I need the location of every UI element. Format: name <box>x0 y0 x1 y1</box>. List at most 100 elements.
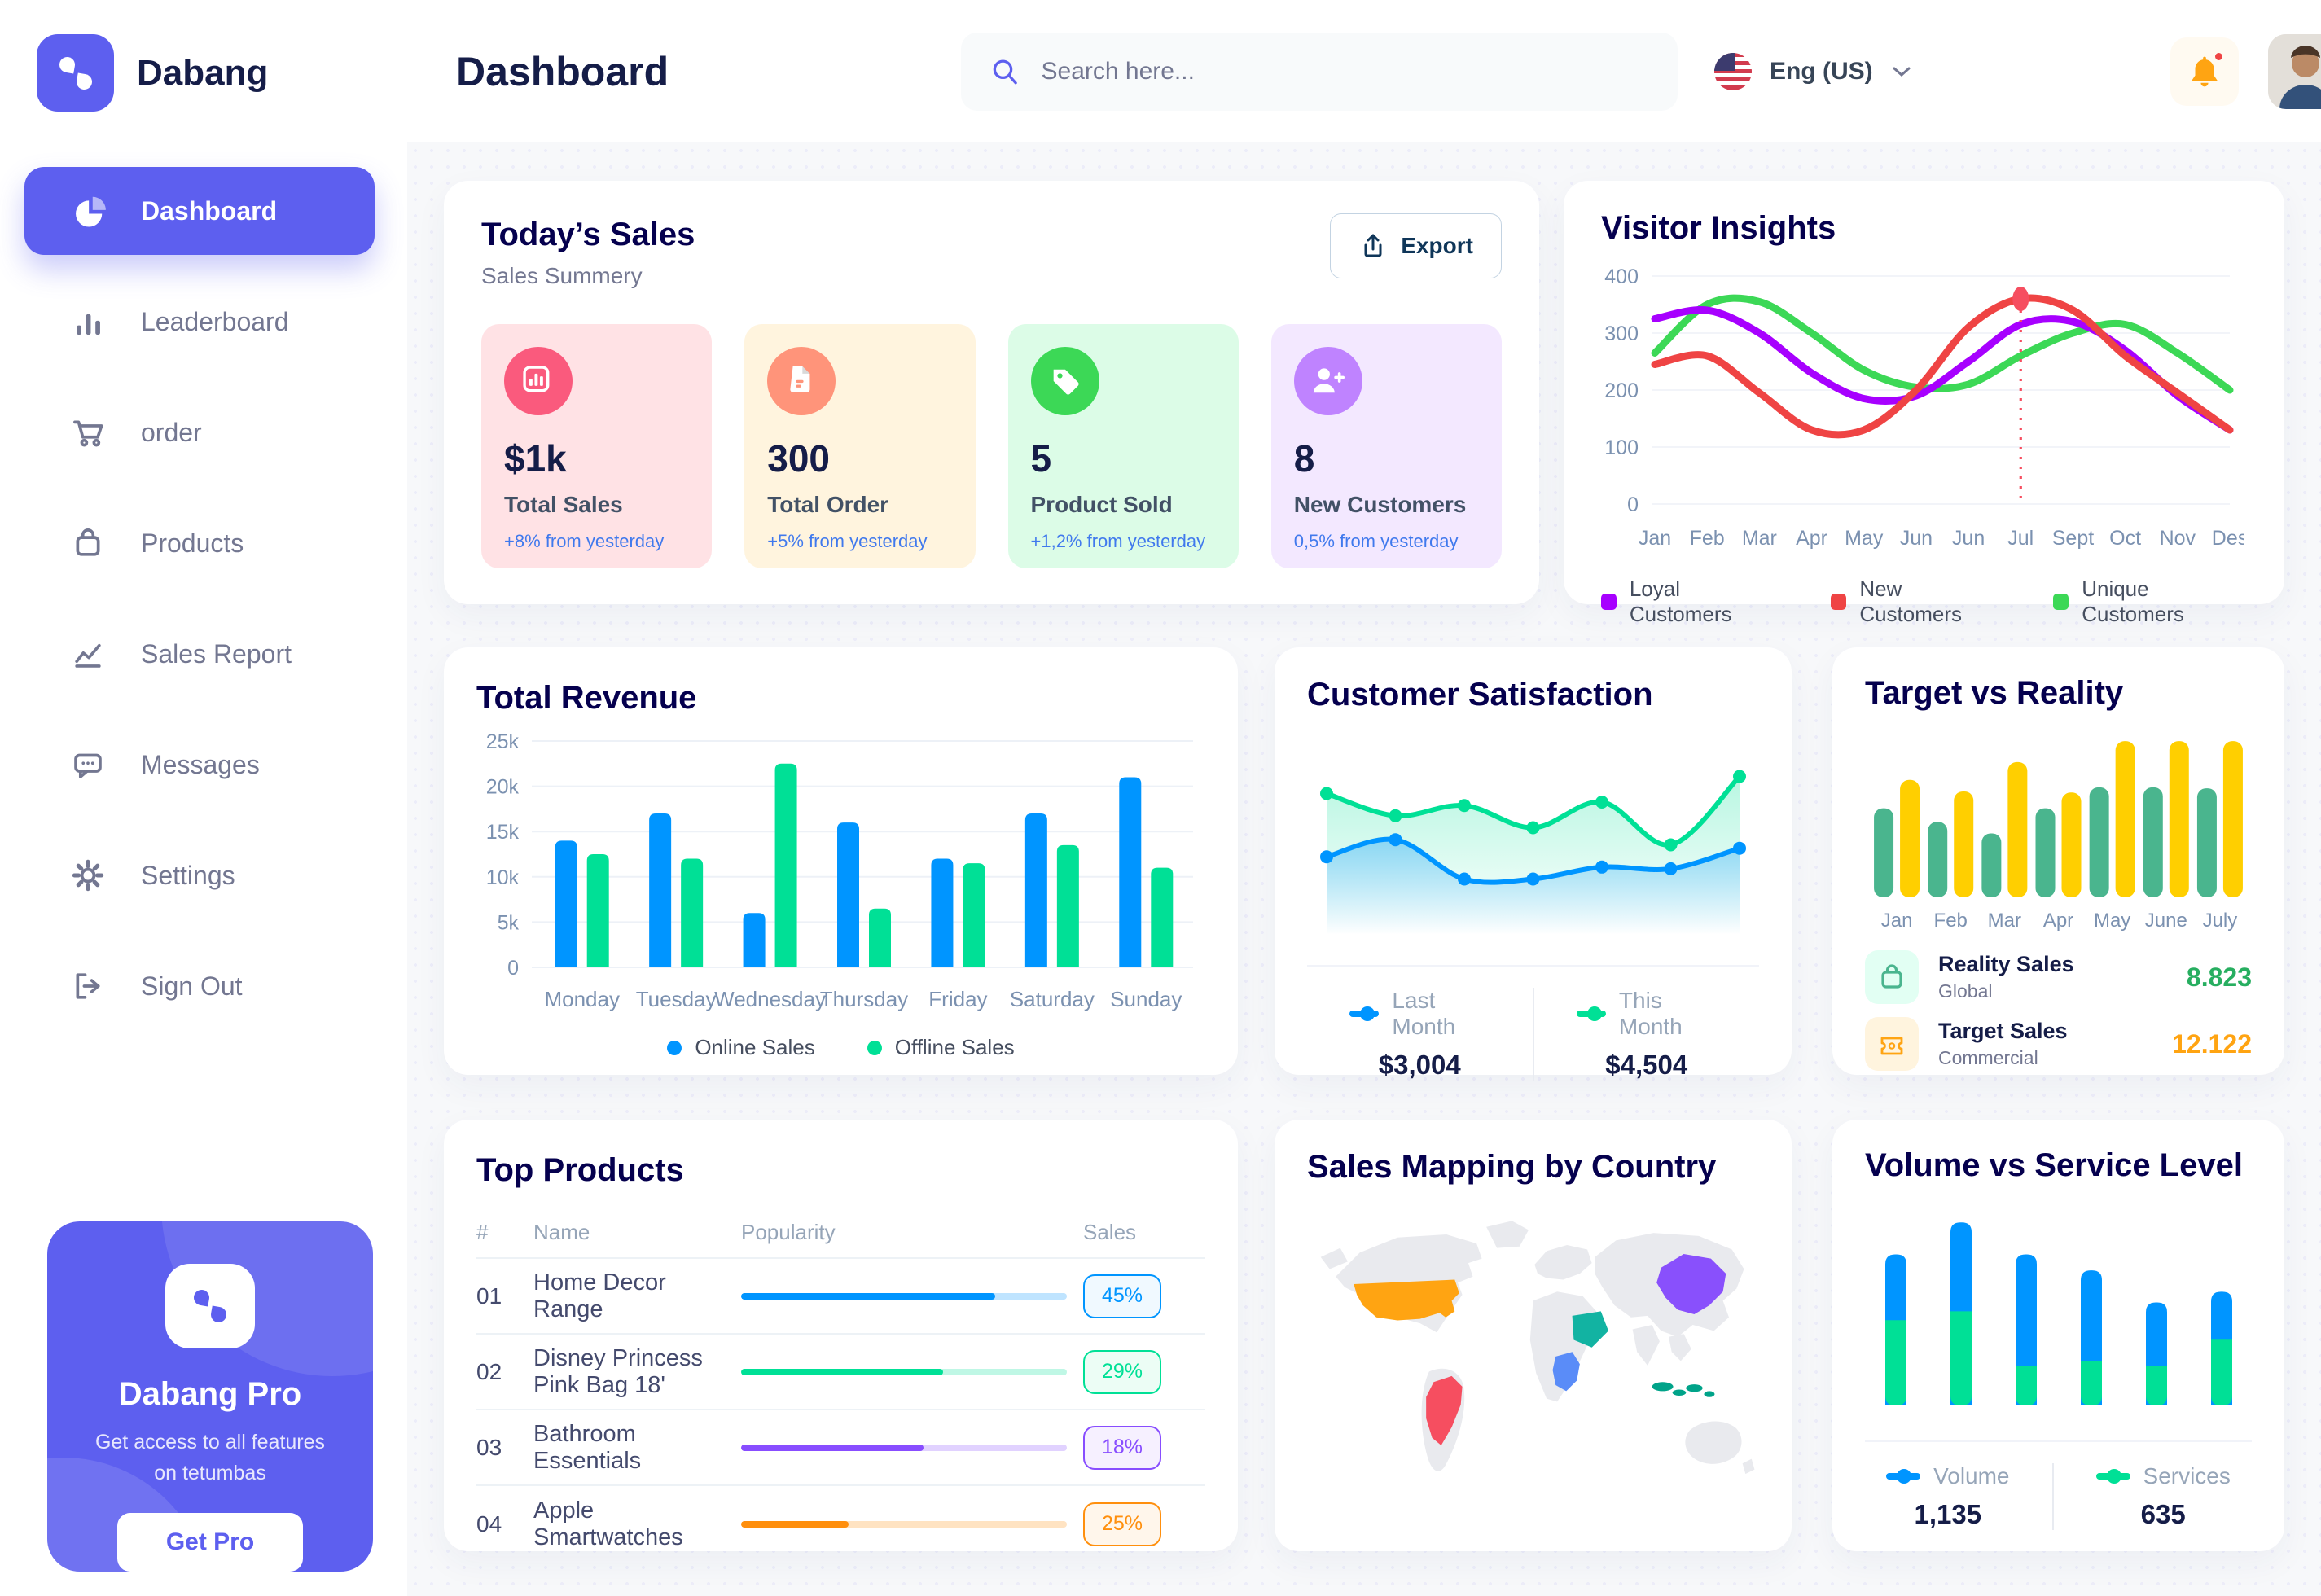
sidebar-item-sales-report[interactable]: Sales Report <box>24 610 375 698</box>
legend-item: Unique Customers <box>2053 577 2247 627</box>
sales-badge: 29% <box>1083 1349 1161 1394</box>
svg-text:400: 400 <box>1604 265 1639 288</box>
legend-marker-icon <box>1576 1006 1606 1021</box>
user-menu[interactable]: Musfiq Admin <box>2268 33 2321 109</box>
legend-value: 12.122 <box>2172 1028 2252 1059</box>
svg-text:25k: 25k <box>486 730 520 753</box>
svg-text:July: July <box>2203 910 2238 932</box>
metric-delta: +1,2% from yesterday <box>1030 531 1206 551</box>
legend-swatch <box>1831 594 1847 610</box>
tag-icon <box>1030 347 1099 415</box>
customer-satisfaction-card: Customer Satisfaction Last Month $3,004 … <box>1275 647 1792 1081</box>
legend-item: Online Sales <box>667 1035 815 1060</box>
sales-summary-card-new-customers: 8 New Customers 0,5% from yesterday <box>1270 324 1502 568</box>
file-icon <box>790 366 810 392</box>
metric-label: Product Sold <box>1030 492 1173 517</box>
ticket-icon <box>1865 1017 1919 1071</box>
svg-text:Friday: Friday <box>928 987 987 1011</box>
search-input[interactable] <box>1041 57 1650 86</box>
metric-value: 8 <box>1293 437 1315 480</box>
ticket-icon <box>1880 1037 1903 1055</box>
product-row-04[interactable]: 04 Apple Smartwatches 25% <box>476 1486 1205 1562</box>
sidebar-item-messages[interactable]: Messages <box>24 721 375 809</box>
popularity-bar <box>741 1368 1067 1375</box>
product-row-02[interactable]: 02 Disney Princess Pink Bag 18' 29% <box>476 1335 1205 1410</box>
get-pro-button[interactable]: Get Pro <box>117 1513 303 1572</box>
bag-icon <box>1881 964 1902 989</box>
svg-text:Nov: Nov <box>2160 527 2196 550</box>
user-plus-icon <box>1293 347 1362 415</box>
svg-text:Jul: Jul <box>2007 527 2034 550</box>
metric-value: 5 <box>1030 437 1052 480</box>
volume-vs-service-legend: Volume 1,135 Services 635 <box>1865 1463 2252 1530</box>
notification-bell-icon <box>2191 56 2218 86</box>
sales-badge: 25% <box>1083 1502 1161 1546</box>
top-header: Dashboard Eng (US) <box>407 0 2321 142</box>
legend-swatch <box>867 1040 882 1055</box>
target-vs-reality-chart: Jan Feb Mar Apr May June July <box>1874 741 2243 932</box>
metric-delta: +8% from yesterday <box>504 531 665 551</box>
legend-marker-icon <box>2095 1469 2130 1484</box>
legend-row-reality-sales: Reality Sales Global 8.823 <box>1865 950 2252 1004</box>
metric-value: $1k <box>504 437 567 480</box>
target-vs-reality-legend: Reality Sales Global 8.823 Target Sales … <box>1865 950 2252 1071</box>
notification-button[interactable] <box>2170 37 2239 106</box>
export-button[interactable]: Export <box>1330 213 1502 278</box>
svg-text:0: 0 <box>507 957 519 980</box>
svg-text:May: May <box>2094 910 2130 932</box>
metric-delta: +5% from yesterday <box>767 531 928 551</box>
main-content: Today’s Sales Sales Summery Export $1k T… <box>407 142 2321 1596</box>
legend-value: 1,135 <box>1914 1499 1982 1529</box>
popularity-bar <box>741 1292 1067 1300</box>
legend-swatch <box>667 1040 682 1055</box>
legend-marker-icon <box>1349 1006 1380 1021</box>
notification-dot <box>2213 50 2225 63</box>
legend-item: This Month $4,504 <box>1532 988 1759 1081</box>
pie-chart-icon <box>76 196 106 227</box>
target-vs-reality-card: Target vs Reality Jan Feb Mar Apr May June Jul… <box>1832 647 2284 1075</box>
todays-sales-card: Today’s Sales Sales Summery Export $1k T… <box>444 181 1539 604</box>
product-row-03[interactable]: 03 Bathroom Essentials 18% <box>476 1410 1205 1486</box>
bar-chart-icon <box>504 347 573 415</box>
brand: Dabang <box>0 0 407 112</box>
sidebar-item-settings[interactable]: Settings <box>24 831 375 919</box>
svg-text:Wednesday: Wednesday <box>714 987 826 1011</box>
legend-item: Last Month $3,004 <box>1307 988 1533 1081</box>
sidebar-nav: Dashboard Leaderboard order Products Sal… <box>0 167 407 1030</box>
sidebar-item-leaderboard[interactable]: Leaderboard <box>24 278 375 366</box>
sidebar-item-dashboard[interactable]: Dashboard <box>24 167 375 255</box>
legend-item: Loyal Customers <box>1601 577 1779 627</box>
search-bar[interactable] <box>961 32 1678 111</box>
sidebar-item-products[interactable]: Products <box>24 499 375 587</box>
svg-text:Mar: Mar <box>1742 527 1777 550</box>
sales-summary-card-total-sales: $1k Total Sales +8% from yesterday <box>481 324 713 568</box>
legend-item: New Customers <box>1831 577 2001 627</box>
language-selector[interactable]: Eng (US) <box>1714 52 1912 90</box>
svg-text:Jan: Jan <box>1881 910 1913 932</box>
top-products-card: Top Products # Name Popularity Sales 01 … <box>444 1120 1238 1551</box>
dabang-pro-logo-icon <box>165 1264 255 1349</box>
top-products-title: Top Products <box>476 1152 684 1188</box>
target-vs-reality-title: Target vs Reality <box>1865 675 2124 711</box>
map-country-dr-congo <box>1552 1352 1580 1392</box>
sidebar-item-sign-out[interactable]: Sign Out <box>24 942 375 1030</box>
svg-text:Saturday: Saturday <box>1010 987 1095 1011</box>
svg-text:10k: 10k <box>486 866 520 889</box>
export-icon <box>1364 234 1382 257</box>
metric-delta: 0,5% from yesterday <box>1293 531 1459 551</box>
customer-satisfaction-title: Customer Satisfaction <box>1307 677 1653 712</box>
popularity-bar <box>741 1444 1067 1451</box>
svg-text:Tuesday: Tuesday <box>636 987 717 1011</box>
svg-text:May: May <box>1845 527 1884 550</box>
svg-text:Jan: Jan <box>1639 527 1671 550</box>
dabang-logo-icon <box>37 34 114 112</box>
svg-text:Sunday: Sunday <box>1110 987 1182 1011</box>
language-label: Eng (US) <box>1770 57 1873 85</box>
map-country-indonesia <box>1652 1382 1715 1397</box>
sales-summary-card-total-order: 300 Total Order +5% from yesterday <box>744 324 976 568</box>
popularity-bar <box>741 1520 1067 1528</box>
sidebar-item-order[interactable]: order <box>24 388 375 476</box>
leaderboard-icon <box>77 314 100 335</box>
todays-sales-title: Today’s Sales <box>481 217 695 252</box>
product-row-01[interactable]: 01 Home Decor Range 45% <box>476 1259 1205 1335</box>
